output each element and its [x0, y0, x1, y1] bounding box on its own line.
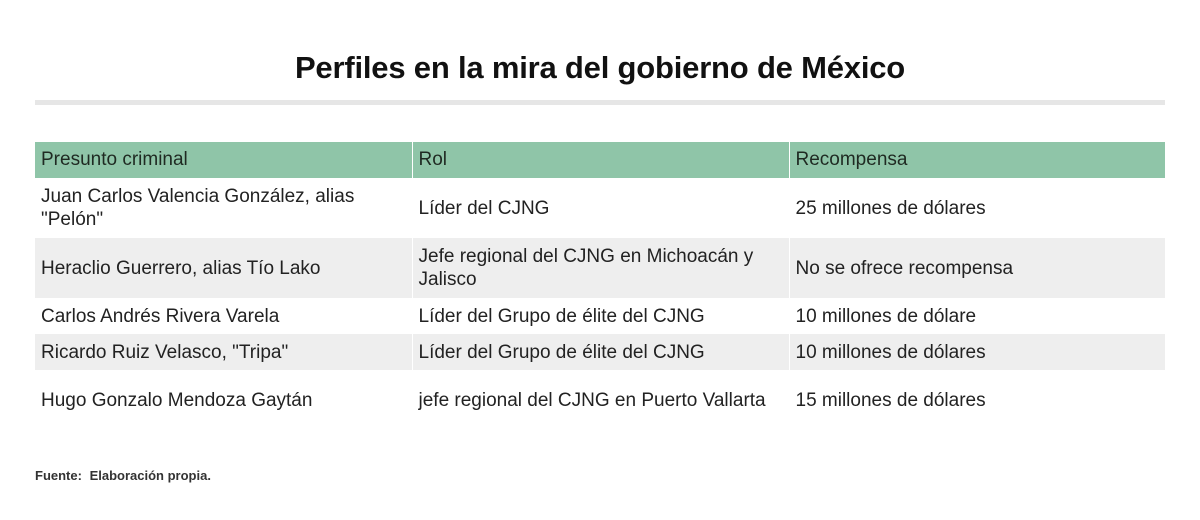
column-header-recompensa: Recompensa: [789, 142, 1165, 178]
cell-rol: Líder del Grupo de élite del CJNG: [412, 298, 790, 334]
source-note: Fuente: Elaboración propia.: [35, 468, 211, 483]
cell-rol: Líder del Grupo de élite del CJNG: [412, 334, 790, 370]
table-row: Hugo Gonzalo Mendoza Gaytán jefe regiona…: [35, 370, 1165, 430]
column-header-presunto-criminal: Presunto criminal: [35, 142, 413, 178]
cell-recompensa: 15 millones de dólares: [789, 370, 1165, 430]
cell-rol: Jefe regional del CJNG en Michoacán y Ja…: [412, 238, 790, 298]
cell-recompensa: 10 millones de dólare: [789, 298, 1165, 334]
cell-presunto-criminal: Ricardo Ruiz Velasco, "Tripa": [35, 334, 413, 370]
table-row: Carlos Andrés Rivera Varela Líder del Gr…: [35, 298, 1165, 334]
table-row: Heraclio Guerrero, alias Tío Lako Jefe r…: [35, 238, 1165, 298]
table-header-row: Presunto criminal Rol Recompensa: [35, 142, 1165, 178]
cell-presunto-criminal: Carlos Andrés Rivera Varela: [35, 298, 413, 334]
source-label: Fuente:: [35, 468, 82, 483]
cell-recompensa: 10 millones de dólares: [789, 334, 1165, 370]
cell-rol: jefe regional del CJNG en Puerto Vallart…: [412, 370, 790, 430]
table-row: Ricardo Ruiz Velasco, "Tripa" Líder del …: [35, 334, 1165, 370]
cell-presunto-criminal: Juan Carlos Valencia González, alias "Pe…: [35, 178, 413, 238]
page-title: Perfiles en la mira del gobierno de Méxi…: [294, 50, 906, 85]
cell-presunto-criminal: Heraclio Guerrero, alias Tío Lako: [35, 238, 413, 298]
cell-recompensa: 25 millones de dólares: [789, 178, 1165, 238]
table-row: Juan Carlos Valencia González, alias "Pe…: [35, 178, 1165, 238]
source-text: Elaboración propia.: [89, 468, 211, 483]
column-header-rol: Rol: [412, 142, 790, 178]
title-divider: [35, 100, 1165, 105]
data-table: Presunto criminal Rol Recompensa Juan Ca…: [35, 142, 1165, 430]
cell-presunto-criminal: Hugo Gonzalo Mendoza Gaytán: [35, 370, 413, 430]
cell-recompensa: No se ofrece recompensa: [789, 238, 1165, 298]
cell-rol: Líder del CJNG: [412, 178, 790, 238]
